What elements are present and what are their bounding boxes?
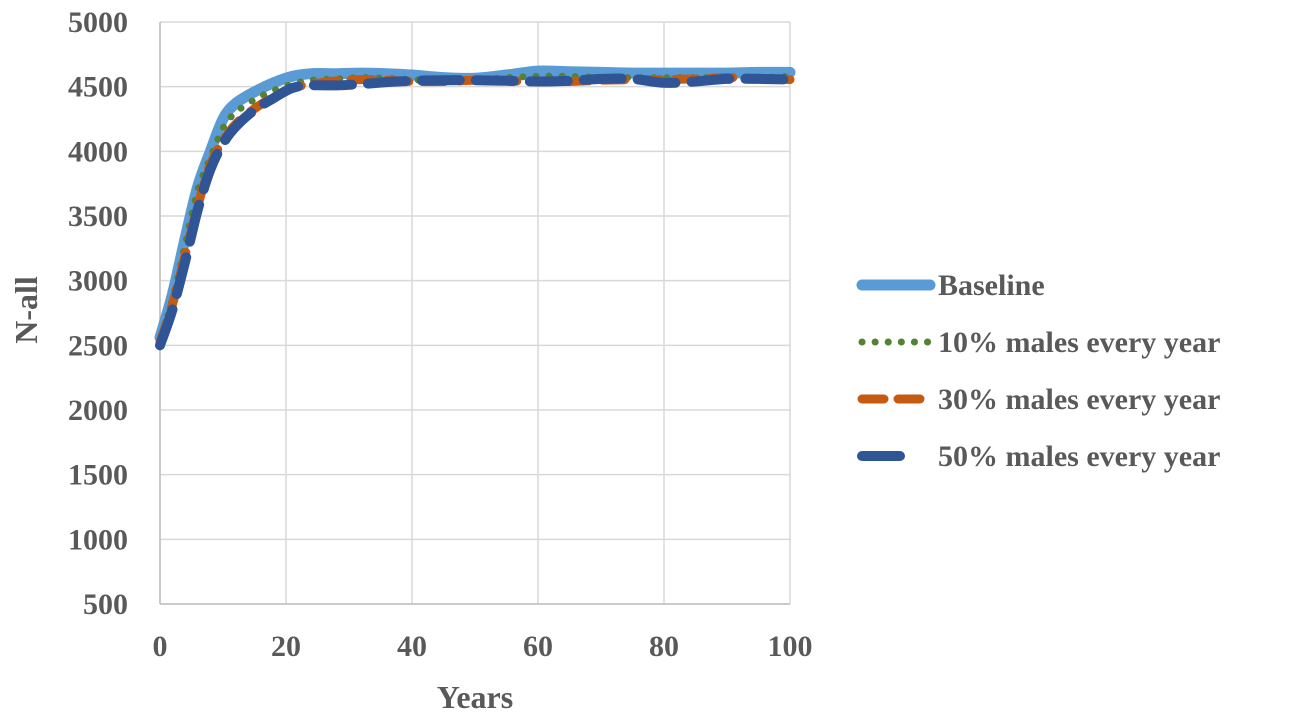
series-lines <box>154 65 796 351</box>
legend-label-50pct-males-every-year: 50% males every year <box>938 440 1220 473</box>
y-axis-title: N-all <box>8 276 44 344</box>
x-tick-label: 80 <box>649 630 679 663</box>
y-tick-label: 2500 <box>68 329 128 362</box>
legend: Baseline 10% males every year 30% males ev… <box>856 269 1220 473</box>
x-tick-label: 20 <box>271 630 301 663</box>
y-tick-label: 2000 <box>68 394 128 427</box>
series-line-baseline <box>154 65 796 344</box>
axes <box>159 22 790 605</box>
y-tick-label: 5000 <box>68 6 128 39</box>
y-tick-label: 4500 <box>68 71 128 104</box>
y-tick-label: 4000 <box>68 135 128 168</box>
legend-label-30pct-males-every-year: 30% males every year <box>938 383 1220 416</box>
x-tick-label: 100 <box>768 630 813 663</box>
x-tick-label: 60 <box>523 630 553 663</box>
legend-label-baseline: Baseline <box>938 269 1045 302</box>
y-tick-label: 1500 <box>68 459 128 492</box>
y-tick-label: 500 <box>83 588 128 621</box>
series-line-30pct-males-every-year <box>155 73 795 348</box>
y-tick-label: 3000 <box>68 265 128 298</box>
y-tick-label: 1000 <box>68 523 128 556</box>
x-tick-label: 40 <box>397 630 427 663</box>
x-axis-title: Years <box>437 679 513 715</box>
x-tick-labels: 0 20 40 60 80 100 <box>153 630 813 663</box>
legend-label-10pct-males-every-year: 10% males every year <box>938 326 1220 359</box>
y-tick-labels: 500 1000 1500 2000 2500 3000 3500 4000 4500 5000 <box>68 6 128 621</box>
x-tick-label: 0 <box>153 630 168 663</box>
series-line-50pct-males-every-year <box>155 73 795 351</box>
y-tick-label: 3500 <box>68 200 128 233</box>
